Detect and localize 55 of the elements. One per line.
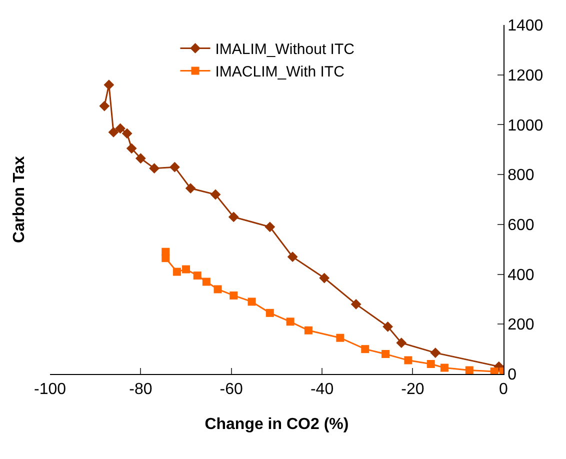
y-tick-label: 1000 xyxy=(508,117,544,134)
y-tick-label: 0 xyxy=(508,366,517,384)
point xyxy=(185,183,196,194)
point xyxy=(228,212,239,222)
point xyxy=(193,272,202,280)
point xyxy=(248,298,256,306)
y-tick-label: 1400 xyxy=(508,18,544,35)
point xyxy=(440,364,448,372)
point xyxy=(287,252,298,262)
point xyxy=(396,338,407,348)
point xyxy=(350,299,362,310)
point xyxy=(336,334,344,342)
point xyxy=(426,360,435,368)
point xyxy=(122,128,132,139)
point xyxy=(104,80,114,90)
x-tick-label: -100 xyxy=(34,381,66,398)
point xyxy=(214,285,222,294)
point xyxy=(126,143,137,154)
x-tick-label: -60 xyxy=(220,381,244,398)
point xyxy=(465,366,474,374)
y-tick-label: 800 xyxy=(508,167,534,184)
y-tick-label: 600 xyxy=(508,217,534,234)
point xyxy=(108,126,119,138)
point xyxy=(382,321,393,332)
point xyxy=(264,222,276,232)
y-tick-label: 200 xyxy=(508,316,534,334)
y-tick-label: 1200 xyxy=(508,67,544,84)
point xyxy=(319,272,330,284)
legend-label: IMALIM_Without ITC xyxy=(215,41,355,58)
point xyxy=(135,153,146,164)
point xyxy=(490,368,498,374)
point xyxy=(304,326,312,334)
point xyxy=(169,162,180,172)
point xyxy=(404,356,412,364)
y-axis-title: Carbon Tax xyxy=(10,156,28,243)
point xyxy=(210,189,221,200)
point xyxy=(99,100,110,112)
point xyxy=(361,345,370,354)
point xyxy=(149,163,160,174)
point xyxy=(230,291,238,300)
point xyxy=(172,268,181,276)
y-tick-label: 400 xyxy=(508,266,534,284)
legend-label: IMACLIM_With ITC xyxy=(215,64,345,81)
x-tick-label: -40 xyxy=(310,381,334,398)
point xyxy=(430,348,441,358)
x-tick-label: -20 xyxy=(401,381,424,398)
point xyxy=(162,254,170,262)
point xyxy=(115,123,126,134)
point xyxy=(266,308,274,317)
point xyxy=(382,350,390,358)
point xyxy=(286,318,294,326)
point xyxy=(202,278,210,286)
x-axis-title: Change in CO2 (%) xyxy=(204,416,349,433)
point xyxy=(182,265,190,274)
x-tick-label: -80 xyxy=(129,381,152,398)
